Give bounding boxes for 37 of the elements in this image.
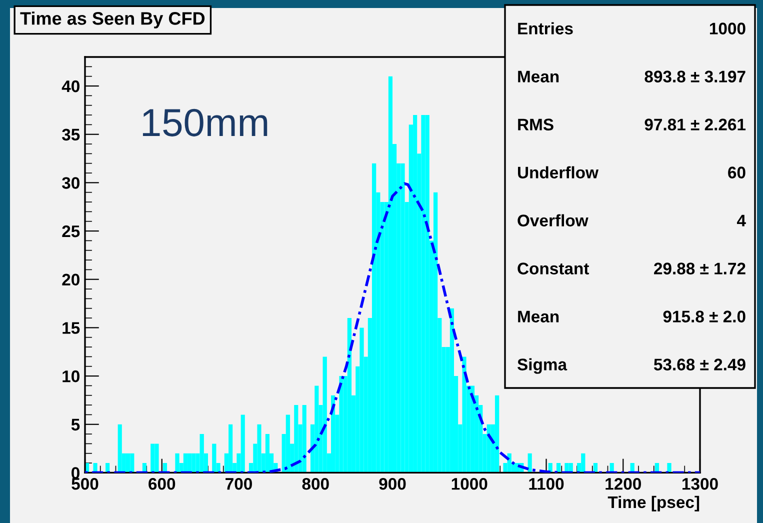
annotation: RMS xyxy=(518,118,554,130)
text: Entries xyxy=(518,22,573,34)
y-tick-label: 30 xyxy=(62,177,80,189)
annotation: Overflow xyxy=(518,214,588,226)
annotation: Mean xyxy=(518,70,559,82)
x-tick-label: 1000 xyxy=(452,478,488,490)
annotation: 915.8 ± 2.0 xyxy=(663,310,746,322)
y-tick-label: 10 xyxy=(62,370,80,382)
x-tick-label: 800 xyxy=(302,478,329,490)
annotation: Mean xyxy=(518,310,559,322)
text: 4 xyxy=(736,214,746,226)
x-tick-label: 600 xyxy=(148,478,176,490)
x-axis-title: Time [psec] xyxy=(608,496,700,512)
annotation: 29.88 ± 1.72 xyxy=(654,262,746,274)
annotation: 97.81 ± 2.261 xyxy=(644,118,746,130)
annotation: Sigma xyxy=(517,358,568,374)
annotation: 150mm xyxy=(142,108,268,136)
x-tick-label: 900 xyxy=(379,478,406,490)
annotation: Constant xyxy=(518,262,590,274)
x-tick-label: 1100 xyxy=(529,478,564,490)
text: 1000 xyxy=(710,22,746,34)
y-tick-label: 20 xyxy=(62,274,80,286)
x-tick-label: 500 xyxy=(72,478,98,490)
chart-title: Time as Seen By CFD xyxy=(20,12,205,28)
x-tick-label: 700 xyxy=(226,478,252,490)
annotation: 893.8 ± 3.197 xyxy=(644,70,746,82)
y-tick-label: 15 xyxy=(62,322,80,334)
text: 60 xyxy=(728,166,746,178)
y-tick-label: 35 xyxy=(62,128,80,141)
x-tick-label: 1200 xyxy=(606,478,641,490)
annotation: 53.68 ± 2.49 xyxy=(654,358,746,370)
y-tick-label: 0 xyxy=(72,467,80,479)
x-tick-label: 1300 xyxy=(682,478,718,490)
annotation: Underflow xyxy=(518,166,599,178)
y-tick-label: 40 xyxy=(62,80,80,92)
y-tick-label: 5 xyxy=(71,418,80,431)
y-tick-label: 25 xyxy=(62,225,80,238)
